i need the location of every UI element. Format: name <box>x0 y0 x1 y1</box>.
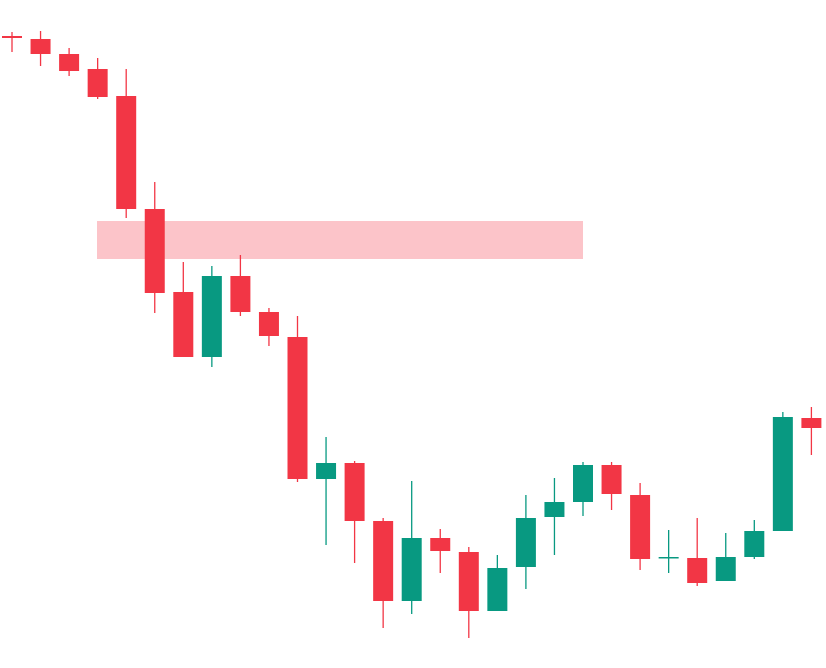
candle-body <box>601 465 622 494</box>
candle-body <box>87 69 108 97</box>
candle-body <box>430 538 451 551</box>
candle-body <box>59 54 80 71</box>
candle-body <box>30 39 51 54</box>
candle-body <box>801 418 822 428</box>
candle-body <box>258 312 279 336</box>
candle-body <box>373 521 394 601</box>
candle-body <box>458 552 479 611</box>
candle-body <box>173 292 194 357</box>
candle-body <box>658 557 679 559</box>
candle-body <box>544 502 565 517</box>
candle-body <box>2 36 22 38</box>
zone <box>97 221 583 259</box>
candle-body <box>344 463 365 521</box>
candle-body <box>573 465 593 502</box>
candle-body <box>487 568 508 611</box>
candle-body <box>744 531 765 557</box>
candle-body <box>316 463 337 479</box>
candle-body <box>630 495 651 559</box>
candle-body <box>144 209 165 293</box>
candle-body <box>230 276 251 312</box>
candle-body <box>401 538 422 601</box>
candle-body <box>201 276 222 357</box>
candle-body <box>715 557 736 581</box>
candle-body <box>287 337 308 479</box>
candle-body <box>772 417 793 531</box>
candle-body <box>116 96 137 209</box>
candle-body <box>515 518 536 567</box>
candle-body <box>687 558 708 583</box>
